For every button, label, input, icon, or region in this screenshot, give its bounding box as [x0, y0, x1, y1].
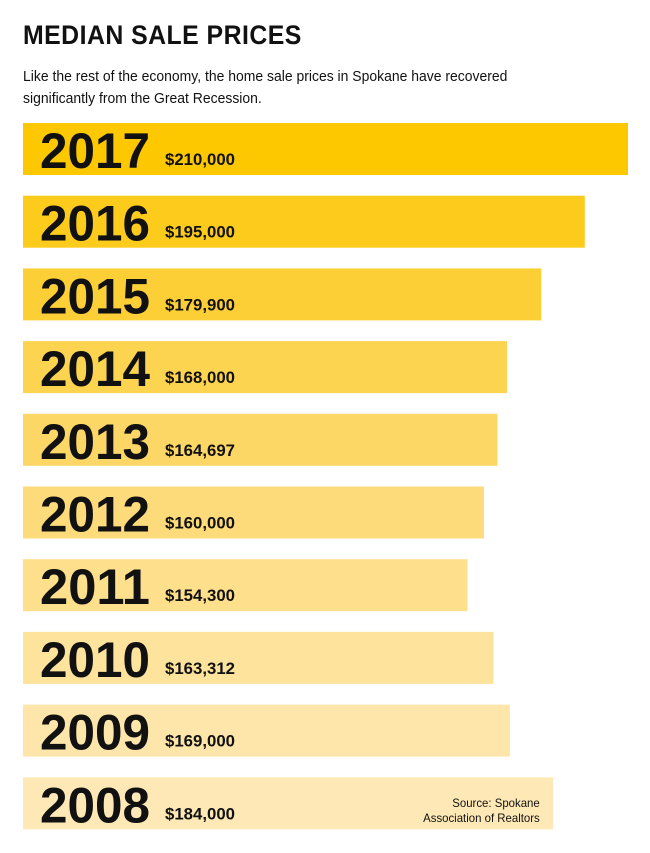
bar-group-2014: 2014 $168,000 [23, 341, 507, 397]
bar-group-2009: 2009 $169,000 [23, 704, 510, 761]
bar-2014 [23, 341, 507, 394]
bar-group-2011: 2011 $154,300 [23, 559, 468, 615]
bar-2008 [23, 777, 554, 830]
value-label: $210,000 [165, 150, 235, 169]
value-label: $163,312 [165, 659, 235, 678]
value-label: $184,000 [165, 804, 235, 823]
bar-group-2010: 2010 $163,312 [23, 631, 494, 688]
bar-group-2017: 2017 $210,000 [23, 123, 628, 179]
source-line-2: Association of Realtors [423, 811, 540, 825]
bar-group-2013: 2013 $164,697 [23, 413, 498, 470]
category-label: 2013 [40, 414, 150, 470]
value-label: $164,697 [165, 441, 235, 460]
category-label: 2009 [40, 705, 150, 761]
bar-2016 [23, 195, 585, 248]
bar-2011 [23, 559, 468, 612]
source-line-1: Source: Spokane [452, 796, 540, 810]
bar-group-2012: 2012 $160,000 [23, 486, 484, 543]
category-label: 2015 [40, 268, 150, 324]
value-label: $169,000 [165, 732, 235, 751]
chart-subtitle: Like the rest of the economy, the home s… [23, 68, 508, 107]
category-label: 2017 [40, 123, 150, 179]
bar-2012 [23, 486, 484, 539]
value-label: $160,000 [165, 514, 235, 533]
value-label: $168,000 [165, 368, 235, 387]
value-label: $195,000 [165, 223, 235, 242]
bar-2015 [23, 268, 542, 321]
value-label: $179,900 [165, 295, 235, 314]
category-label: 2010 [40, 632, 150, 688]
bar-group-2015: 2015 $179,900 [23, 268, 542, 324]
value-label: $154,300 [165, 586, 235, 605]
bar-group-2008: 2008 $184,000 [23, 777, 554, 833]
source-note: Source: Spokane Association of Realtors [423, 796, 540, 826]
category-label: 2016 [40, 196, 150, 252]
category-label: 2011 [40, 559, 150, 615]
bar-2017 [23, 123, 628, 175]
bar-2009 [23, 704, 510, 757]
bar-2010 [23, 631, 494, 684]
category-label: 2008 [40, 777, 150, 833]
bar-2013 [23, 413, 498, 466]
category-label: 2014 [40, 341, 150, 397]
bar-group-2016: 2016 $195,000 [23, 195, 585, 252]
category-label: 2012 [40, 487, 150, 543]
chart-title: MEDIAN SALE PRICES [23, 20, 302, 50]
